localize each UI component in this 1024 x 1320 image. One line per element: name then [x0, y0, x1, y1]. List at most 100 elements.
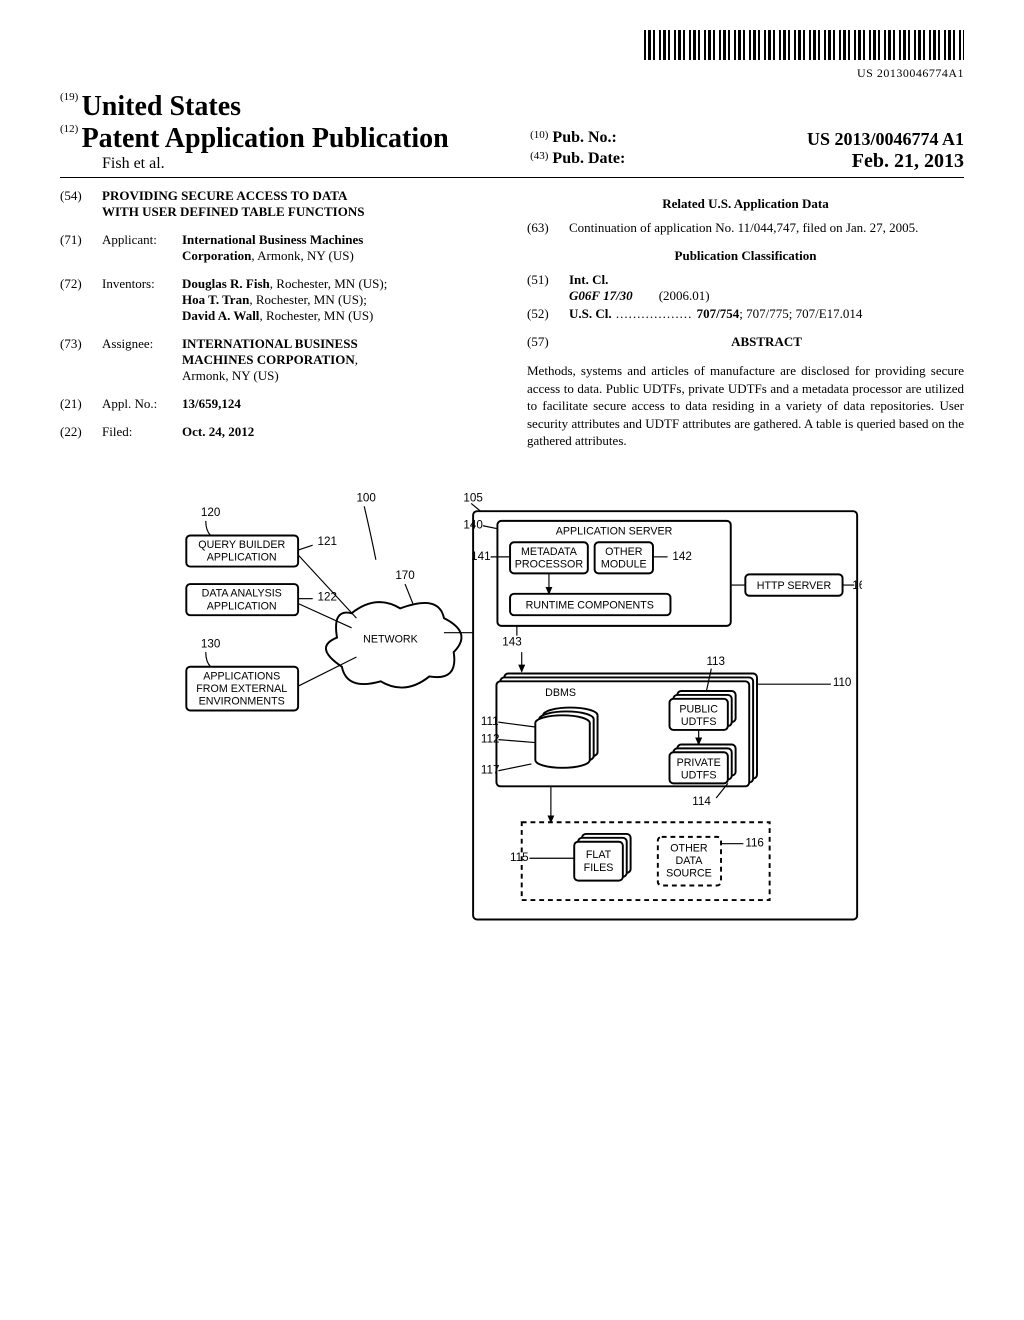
field-21: (21) Appl. No.: 13/659,124	[60, 396, 497, 412]
field-57-num: (57)	[527, 334, 569, 350]
ref-122: 122	[318, 591, 337, 604]
inv-3-loc: , Rochester, MN (US)	[259, 308, 373, 323]
uscl-label: U.S. Cl.	[569, 306, 612, 321]
ref-113: 113	[706, 655, 725, 668]
ref-112: 112	[481, 733, 500, 746]
dbms-label: DBMS	[545, 687, 576, 699]
ref-141: 141	[471, 550, 490, 563]
pub-2: UDTFS	[681, 716, 717, 728]
field-71: (71) Applicant: International Business M…	[60, 232, 497, 264]
related-head: Related U.S. Application Data	[527, 196, 964, 212]
applicant-1: International Business Machines	[182, 232, 363, 247]
applicant-2: Corporation	[182, 248, 251, 263]
intcl-class: G06F 17/30	[569, 288, 633, 303]
field-72-num: (72)	[60, 276, 102, 324]
ref-116: 116	[745, 837, 764, 850]
sup-12: (12)	[60, 123, 78, 135]
od-3: SOURCE	[666, 868, 712, 880]
priv-1: PRIVATE	[677, 757, 721, 769]
pubclass-head: Publication Classification	[527, 248, 964, 264]
field-73: (73) Assignee: INTERNATIONAL BUSINESS MA…	[60, 336, 497, 384]
left-column: (54) PROVIDING SECURE ACCESS TO DATA WIT…	[60, 188, 497, 452]
inv-2: Hoa T. Tran	[182, 292, 249, 307]
appl-no: 13/659,124	[182, 396, 497, 412]
field-71-num: (71)	[60, 232, 102, 264]
barcode-number: US 20130046774A1	[60, 66, 964, 81]
header-left: (19) United States (12) Patent Applicati…	[60, 91, 494, 173]
http-label: HTTP SERVER	[757, 580, 832, 592]
field-71-lbl: Applicant:	[102, 232, 182, 264]
sup-10: (10)	[530, 129, 548, 150]
figure-1: 120 QUERY BUILDER APPLICATION DATA ANALY…	[60, 482, 964, 924]
da-1: DATA ANALYSIS	[202, 588, 282, 600]
applicant-loc: , Armonk, NY (US)	[251, 248, 353, 263]
pub-type: Patent Application Publication	[82, 123, 449, 154]
inv-1-loc: , Rochester, MN (US);	[270, 276, 388, 291]
runtime-label: RUNTIME COMPONENTS	[526, 599, 654, 611]
title-line-1: PROVIDING SECURE ACCESS TO DATA	[102, 188, 497, 204]
uscl-rest: ; 707/775; 707/E17.014	[739, 306, 862, 321]
intcl-label: Int. Cl.	[569, 272, 964, 288]
ref-142: 142	[672, 550, 691, 563]
field-54-num: (54)	[60, 188, 102, 220]
field-51-num: (51)	[527, 272, 569, 304]
field-63-text: Continuation of application No. 11/044,7…	[569, 220, 964, 236]
ref-143: 143	[502, 635, 521, 648]
ref-117: 117	[481, 764, 500, 777]
inv-1: Douglas R. Fish	[182, 276, 270, 291]
od-2: DATA	[675, 855, 703, 867]
sup-19: (19)	[60, 91, 78, 103]
right-column: Related U.S. Application Data (63) Conti…	[527, 188, 964, 452]
ext-3: ENVIRONMENTS	[199, 696, 285, 708]
authors: Fish et al.	[102, 155, 494, 173]
od-1: OTHER	[670, 842, 708, 854]
intcl-date: (2006.01)	[659, 288, 710, 303]
barcode-graphic	[644, 30, 964, 60]
pubno-value: US 2013/0046774 A1	[807, 129, 964, 150]
field-21-num: (21)	[60, 396, 102, 412]
field-22: (22) Filed: Oct. 24, 2012	[60, 424, 497, 440]
field-51: (51) Int. Cl. G06F 17/30 (2006.01)	[527, 272, 964, 304]
field-22-num: (22)	[60, 424, 102, 440]
ext-1: APPLICATIONS	[203, 670, 280, 682]
assignee-1: INTERNATIONAL BUSINESS	[182, 336, 497, 352]
header: (19) United States (12) Patent Applicati…	[60, 91, 964, 178]
assignee-2: MACHINES CORPORATION	[182, 352, 355, 367]
appserver-label: APPLICATION SERVER	[556, 525, 673, 537]
barcode-block: US 20130046774A1	[60, 30, 964, 81]
uscl-main: 707/754	[697, 306, 740, 321]
meta-1: METADATA	[521, 546, 578, 558]
ref-115: 115	[510, 851, 529, 864]
header-right: (10) Pub. No.: US 2013/0046774 A1 (43) P…	[530, 129, 964, 173]
sup-43: (43)	[530, 150, 548, 173]
assignee-comma: ,	[355, 352, 358, 367]
assignee-loc: Armonk, NY (US)	[182, 368, 497, 384]
ref-105: 105	[463, 491, 482, 504]
field-54: (54) PROVIDING SECURE ACCESS TO DATA WIT…	[60, 188, 497, 220]
body-columns: (54) PROVIDING SECURE ACCESS TO DATA WIT…	[60, 188, 964, 452]
diagram-svg: 120 QUERY BUILDER APPLICATION DATA ANALY…	[162, 482, 862, 924]
ref-170: 170	[395, 569, 415, 582]
field-72-lbl: Inventors:	[102, 276, 182, 324]
inv-2-loc: , Rochester, MN (US);	[249, 292, 367, 307]
priv-2: UDTFS	[681, 770, 717, 782]
ext-2: FROM EXTERNAL	[196, 683, 287, 695]
country: United States	[82, 91, 241, 122]
ref-114: 114	[692, 795, 711, 808]
other-1: OTHER	[605, 546, 643, 558]
meta-2: PROCESSOR	[515, 559, 584, 571]
field-22-lbl: Filed:	[102, 424, 182, 440]
field-73-num: (73)	[60, 336, 102, 384]
field-63: (63) Continuation of application No. 11/…	[527, 220, 964, 236]
abstract-text: Methods, systems and articles of manufac…	[527, 362, 964, 450]
other-2: MODULE	[601, 559, 647, 571]
ref-140: 140	[463, 519, 483, 532]
pubdate-value: Feb. 21, 2013	[852, 150, 964, 173]
abstract-label: ABSTRACT	[569, 334, 964, 350]
field-72: (72) Inventors: Douglas R. Fish, Rochest…	[60, 276, 497, 324]
field-57: (57) ABSTRACT	[527, 334, 964, 350]
pubdate-label: Pub. Date:	[552, 150, 625, 173]
filed-date: Oct. 24, 2012	[182, 424, 497, 440]
ref-121: 121	[318, 535, 337, 548]
ff-2: FILES	[584, 862, 614, 874]
